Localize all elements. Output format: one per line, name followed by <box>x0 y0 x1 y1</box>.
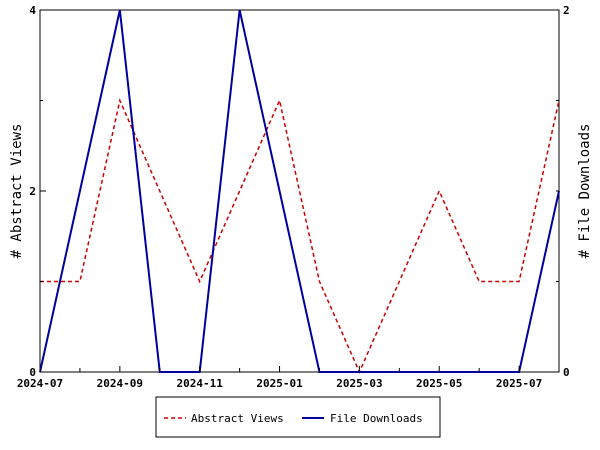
labels-layer: 2024-07 2024-09 2024-11 2025-01 2025-03 2025-… <box>17 4 570 390</box>
series-layer <box>39 9 560 374</box>
plot-area <box>39 9 560 373</box>
x-tick-label: 2025-07 <box>496 377 542 390</box>
y-axis-title: # Abstract Views <box>9 124 25 259</box>
legend-box <box>155 396 441 438</box>
series-line-file-downloads <box>39 9 560 373</box>
legend-label-file-downloads: File Downloads <box>330 412 423 425</box>
legend: Abstract Views File Downloads <box>155 396 441 438</box>
x-tick-label: 2024-11 <box>177 377 224 390</box>
series-line-abstract-views <box>40 98 560 374</box>
y-tick-label: 2 <box>29 185 36 198</box>
y-tick-label: 4 <box>29 4 36 17</box>
y-tick-label: 0 <box>29 366 36 379</box>
x-tick-label: 2025-03 <box>336 377 382 390</box>
x-tick-label: 2025-05 <box>416 377 462 390</box>
legend-label-abstract-views: Abstract Views <box>191 412 284 425</box>
x-tick-label: 2024-09 <box>97 377 143 390</box>
ticks-layer <box>39 9 560 373</box>
y2-axis-title: # File Downloads <box>577 124 593 259</box>
y2-tick-label: 2 <box>563 4 570 17</box>
x-tick-label: 2024-07 <box>17 377 63 390</box>
y2-tick-label: 0 <box>563 366 570 379</box>
x-tick-label: 2025-01 <box>256 377 303 390</box>
